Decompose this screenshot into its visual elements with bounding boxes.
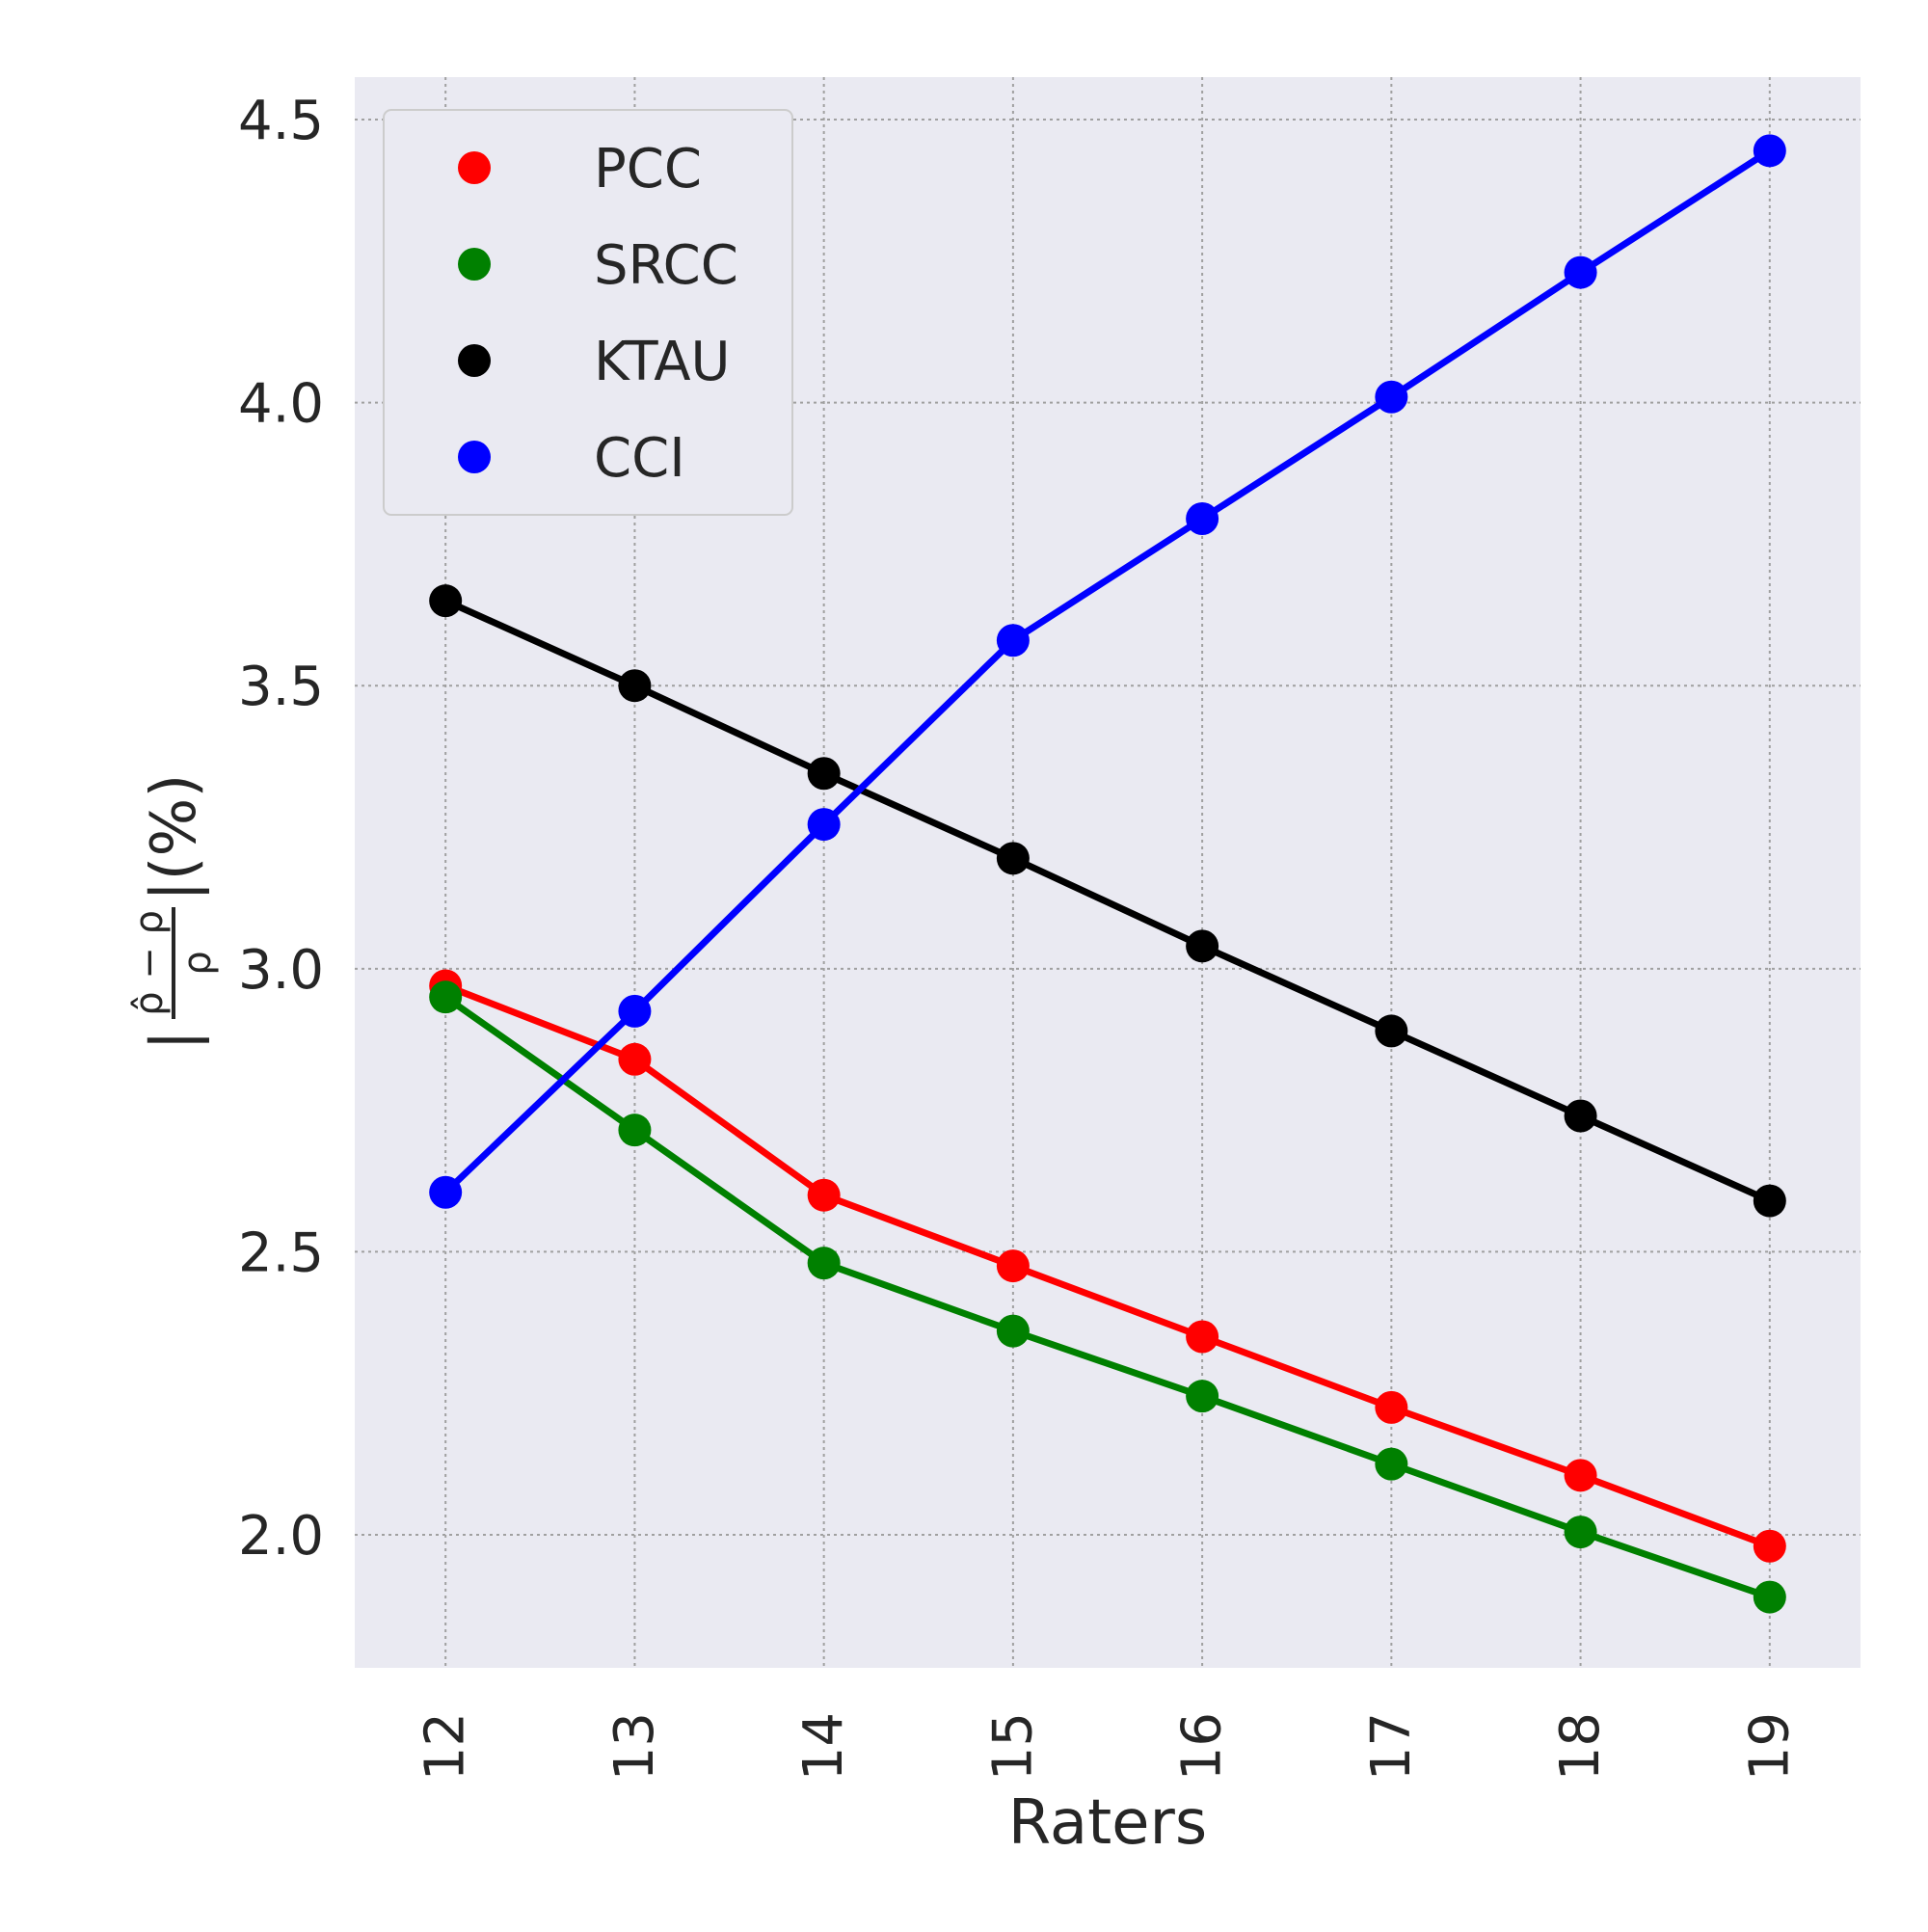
x-tick-label: 13 [603, 1712, 666, 1781]
legend-marker [458, 151, 491, 184]
legend-label: PCC [594, 138, 702, 201]
x-tick-label: 16 [1171, 1712, 1234, 1781]
legend-marker [458, 248, 491, 281]
data-point [618, 1042, 652, 1076]
data-point [1564, 1099, 1597, 1133]
data-point [1564, 255, 1597, 289]
data-point [1753, 1580, 1786, 1614]
legend-box [383, 109, 793, 516]
data-point [618, 669, 652, 703]
data-point [1186, 929, 1219, 963]
series-layer [429, 134, 1786, 1614]
y-tick-label: 3.0 [238, 939, 324, 1002]
data-point [618, 994, 652, 1028]
legend-label: SRCC [594, 234, 738, 297]
x-tick-labels: 12 13 14 15 16 17 18 19 [415, 1712, 1802, 1781]
x-tick-label: 17 [1360, 1712, 1423, 1781]
data-point [1753, 1529, 1786, 1563]
data-point [807, 808, 841, 842]
data-point [807, 1247, 841, 1280]
data-point [1186, 1320, 1219, 1354]
series-line [442, 981, 1774, 1550]
data-point [1753, 134, 1786, 168]
x-axis-label: Raters [1008, 1787, 1207, 1859]
data-point [1375, 1014, 1408, 1048]
data-point [1564, 1459, 1597, 1492]
x-tick-label: 12 [415, 1712, 477, 1781]
x-tick-label: 14 [792, 1712, 855, 1781]
data-point [618, 1114, 652, 1147]
y-axis-label-denominator: ρ [175, 951, 220, 975]
data-point [429, 980, 463, 1014]
data-point [429, 584, 463, 618]
series-srcc [429, 980, 1786, 1614]
data-point [807, 1178, 841, 1212]
x-tick-label: 15 [981, 1712, 1044, 1781]
y-tick-label: 2.0 [238, 1505, 324, 1568]
series-line [442, 147, 1774, 1196]
data-point [996, 842, 1030, 875]
data-point [1753, 1184, 1786, 1218]
legend-marker [458, 441, 491, 473]
data-point [1375, 380, 1408, 414]
data-point [1564, 1516, 1597, 1549]
y-tick-label: 3.5 [238, 656, 324, 718]
series-line [442, 993, 1774, 1601]
legend: PCC SRCC KTAU CCI [383, 109, 793, 516]
y-tick-labels: 2.0 2.5 3.0 3.5 4.0 4.5 [238, 90, 324, 1568]
data-point [429, 1175, 463, 1209]
y-axis-label-numerator: ρ̂ − ρ [127, 910, 172, 1016]
data-point [807, 757, 841, 791]
legend-label: KTAU [594, 331, 731, 393]
data-point [1186, 502, 1219, 536]
y-tick-label: 4.0 [238, 373, 324, 436]
data-point [1186, 1380, 1219, 1413]
series-cci [429, 134, 1786, 1209]
legend-label: CCI [594, 427, 685, 490]
data-point [996, 1314, 1030, 1348]
data-point [1375, 1447, 1408, 1481]
data-point [996, 1249, 1030, 1283]
y-axis-label-suffix: |(%) [139, 774, 210, 901]
data-point [996, 624, 1030, 657]
y-tick-label: 4.5 [238, 90, 324, 152]
series-ktau [429, 584, 1786, 1218]
x-tick-label: 19 [1738, 1712, 1801, 1781]
y-tick-label: 2.5 [238, 1221, 324, 1284]
legend-entries: PCC SRCC KTAU CCI [458, 138, 738, 490]
legend-marker [458, 344, 491, 377]
x-tick-label: 18 [1549, 1712, 1612, 1781]
y-axis-label: | ρ̂ − ρ ρ |(%) [127, 774, 220, 1051]
data-point [1375, 1390, 1408, 1424]
series-line [442, 597, 1774, 1205]
y-axis-label-prefix: | [139, 1030, 210, 1051]
